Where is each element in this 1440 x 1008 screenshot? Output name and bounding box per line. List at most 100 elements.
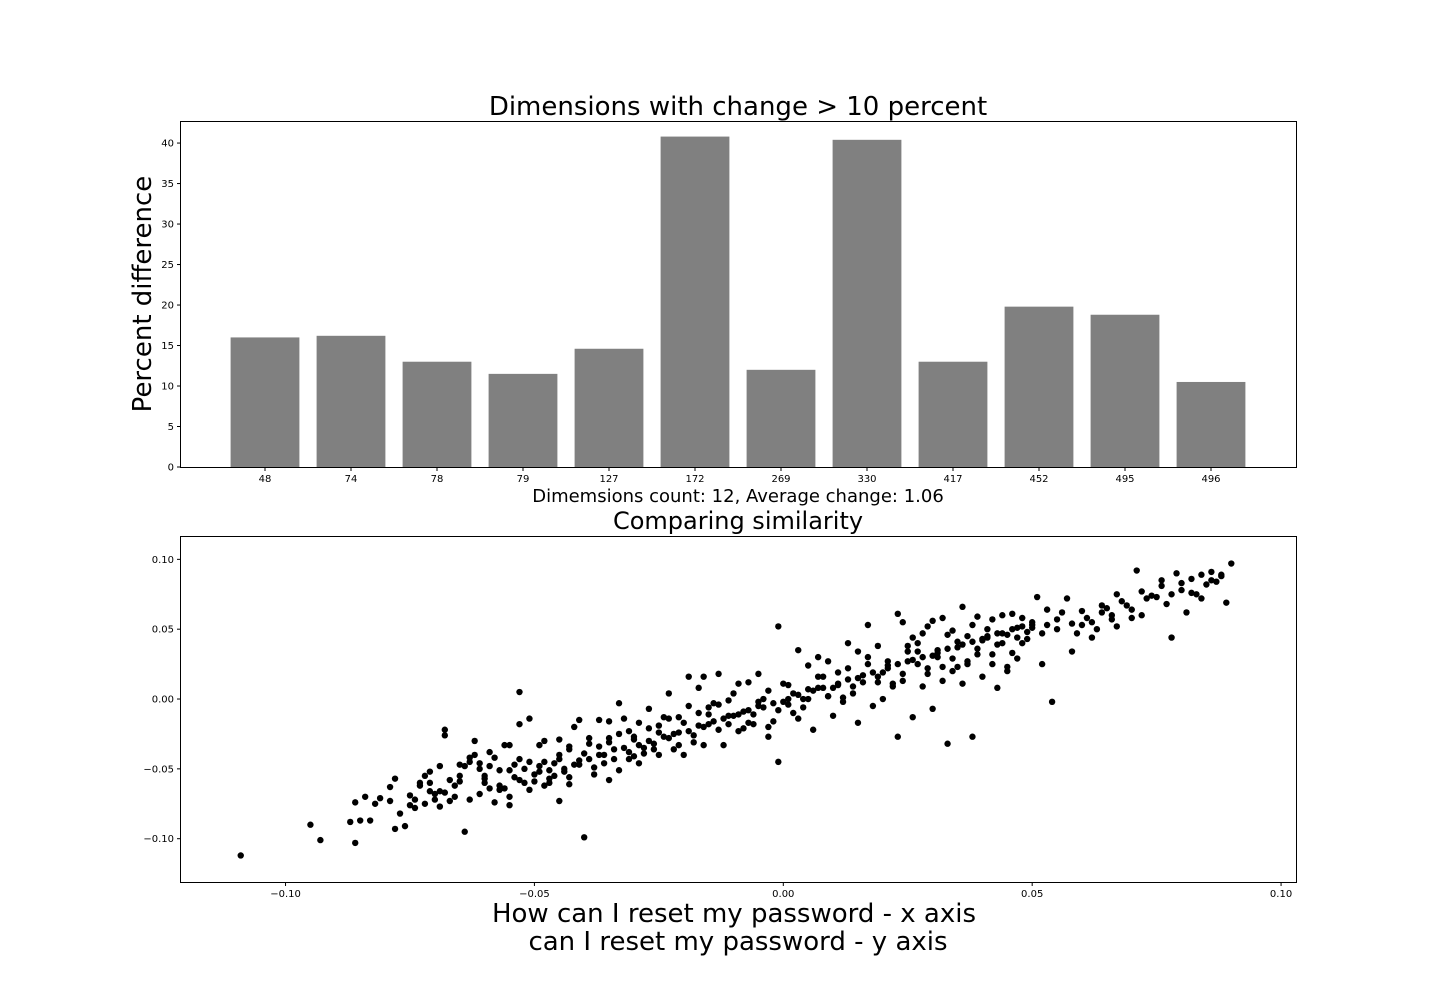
scatter-point [441, 732, 449, 739]
scatter-point [516, 755, 523, 763]
scatter-point [670, 746, 677, 753]
scatter-point [909, 656, 916, 664]
bar-chart-plot-area [180, 121, 1297, 468]
scatter-point [640, 750, 648, 757]
scatter-point [1118, 598, 1125, 605]
scatter-point [1133, 567, 1140, 574]
scatter-point [1073, 630, 1081, 637]
scatter-point [1228, 560, 1235, 567]
scatter-point [765, 733, 772, 740]
scatter-point [366, 817, 374, 824]
scatter-point [874, 679, 882, 686]
scatter-point [566, 743, 573, 750]
scatter-point [760, 695, 767, 703]
scatter-point [844, 676, 852, 683]
scatter-point [1004, 631, 1011, 638]
y-tick-label-0: 0 [168, 463, 174, 474]
scatter-point [531, 771, 538, 778]
scatter-chart-x-ticks: −0.10 −0.05 0.00 0.05 0.10 [270, 882, 1292, 900]
scatter-point [1014, 624, 1021, 631]
scatter-point [869, 702, 877, 710]
scatter-point [660, 733, 668, 740]
scatter-point [1113, 591, 1121, 598]
scatter-point [347, 818, 354, 826]
scatter-point [1188, 575, 1195, 583]
scatter-point [585, 734, 593, 742]
scatter-point [1004, 663, 1011, 671]
scatter-point [356, 817, 364, 824]
x-tick-label-495: 495 [1115, 474, 1134, 485]
x-tick-label-496: 496 [1201, 474, 1220, 485]
scatter-point [1098, 609, 1106, 616]
scatter-point [650, 740, 658, 747]
scatter-point [546, 779, 553, 787]
scatter-point [471, 737, 478, 745]
scatter-point [884, 658, 892, 665]
bar-chart-title: Dimensions with change > 10 percent [489, 92, 987, 122]
scatter-point [521, 765, 528, 773]
scatter-point [814, 684, 822, 692]
scatter-point [541, 782, 548, 789]
scatter-point [516, 776, 523, 784]
scatter-point [1078, 621, 1086, 629]
scatter-point [969, 638, 976, 645]
scatter-point [526, 758, 533, 766]
scatter-point [775, 706, 782, 714]
scatter-point [1113, 623, 1121, 630]
x-tick-label: −0.10 [270, 889, 301, 900]
scatter-point [854, 719, 862, 726]
scatter-point [491, 754, 498, 761]
scatter-point [829, 684, 837, 692]
scatter-point [700, 673, 707, 680]
scatter-point [665, 690, 673, 697]
scatter-point [496, 767, 503, 774]
scatter-point [800, 704, 807, 711]
scatter-point [436, 788, 444, 795]
scatter-point [620, 744, 628, 752]
scatter-point [814, 673, 822, 680]
scatter-point [705, 704, 712, 711]
scatter-point [750, 711, 757, 718]
scatter-point [486, 762, 493, 770]
scatter-point [735, 727, 742, 735]
scatter-point [431, 790, 439, 798]
scatter-point [919, 653, 926, 661]
scatter-point [551, 772, 558, 780]
scatter-series [237, 560, 1235, 859]
scatter-point [501, 785, 508, 792]
scatter-point [790, 690, 797, 697]
scatter-point [944, 631, 951, 638]
scatter-point [959, 641, 966, 648]
scatter-point [854, 674, 862, 682]
scatter-point [740, 725, 747, 732]
scatter-point [1058, 609, 1066, 616]
scatter-point [1123, 602, 1130, 609]
scatter-point [595, 743, 603, 750]
scatter-point [969, 733, 976, 740]
scatter-point [630, 753, 638, 760]
scatter-point [352, 799, 359, 806]
scatter-point [615, 700, 623, 707]
scatter-point [785, 695, 792, 703]
bar-chart-x-ticks: 48 74 78 79 127 172 269 330 417 452 495 496 [259, 467, 1221, 485]
scatter-point [595, 751, 603, 759]
scatter-point [1024, 635, 1031, 643]
scatter-point [949, 655, 956, 662]
scatter-point [406, 792, 414, 799]
y-tick-label: 0.00 [152, 695, 174, 706]
scatter-point [1014, 655, 1021, 662]
bar-chart-y-axis-label: Percent difference [128, 176, 158, 413]
scatter-point [670, 730, 677, 738]
scatter-point [541, 737, 548, 745]
scatter-point [411, 804, 419, 812]
scatter-point [605, 718, 613, 725]
scatter-point [964, 632, 971, 640]
scatter-point [859, 672, 867, 679]
scatter-point [1183, 609, 1190, 616]
scatter-point [1198, 595, 1205, 602]
scatter-point [904, 658, 911, 665]
bar-chart-y-ticks: 0 5 10 15 20 25 30 35 40 [161, 139, 181, 474]
scatter-point [919, 683, 926, 690]
x-tick-label: 0.10 [1270, 889, 1292, 900]
scatter-point [874, 673, 882, 680]
